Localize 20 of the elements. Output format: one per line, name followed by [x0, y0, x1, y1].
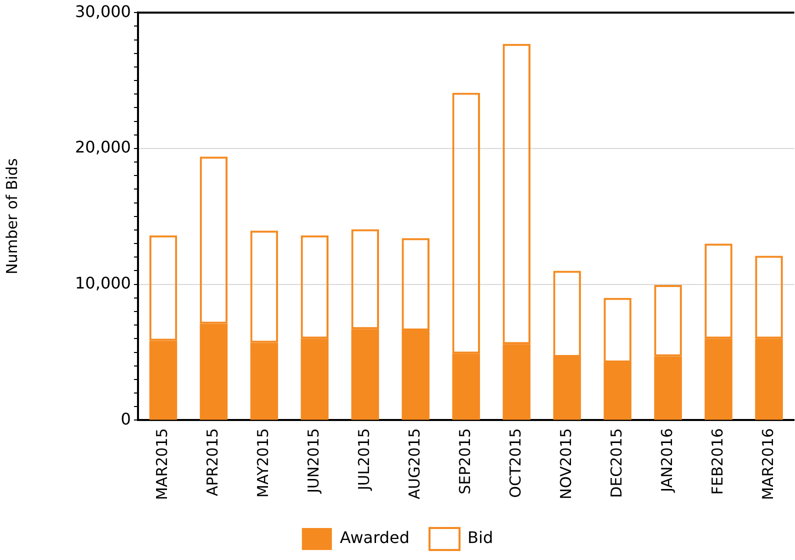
x-tick-label: JAN2016 — [658, 428, 676, 494]
x-tick-label: SEP2015 — [456, 428, 474, 494]
x-tick-label: AUG2015 — [406, 428, 424, 500]
x-tick-label: OCT2015 — [506, 428, 524, 498]
x-tick-label: DEC2015 — [607, 428, 626, 498]
x-tick-label: MAY2015 — [254, 428, 272, 498]
x-tick-label: FEB2016 — [708, 428, 726, 495]
y-axis-title: Number of Bids — [2, 158, 21, 274]
x-tick-label: NOV2015 — [556, 428, 575, 500]
x-tick-label: MAR2016 — [758, 428, 777, 500]
y-tick-label: 20,000 — [75, 138, 131, 157]
x-tick-label: APR2015 — [204, 428, 222, 496]
legend-label: Awarded — [340, 528, 410, 548]
y-tick-label: 10,000 — [75, 273, 131, 292]
y-tick-label: 30,000 — [75, 2, 131, 21]
x-tick-label: MAR2015 — [153, 428, 172, 500]
x-tick-label: JUL2015 — [355, 428, 374, 492]
legend-label: Bid — [468, 528, 494, 548]
x-tick-label: JUN2015 — [304, 428, 323, 494]
y-tick-label: 0 — [120, 409, 131, 428]
